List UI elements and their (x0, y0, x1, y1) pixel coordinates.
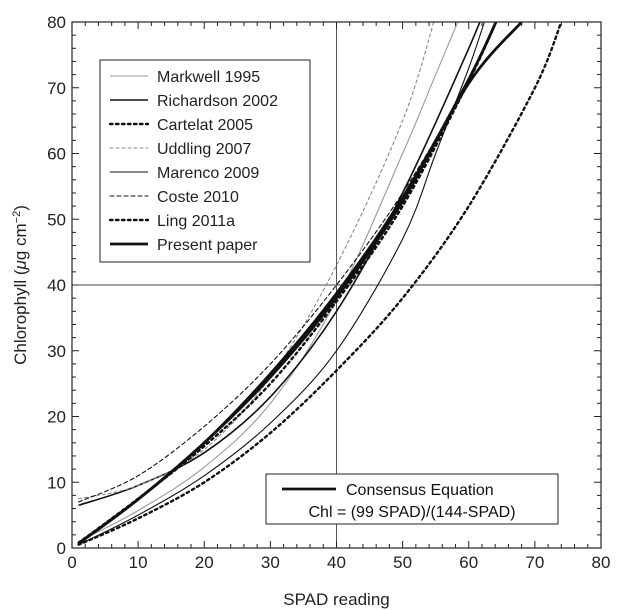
legend-entry: Markwell 1995 (110, 69, 260, 86)
y-axis-title-main: Chlorophyll ( (11, 269, 30, 365)
x-tick-label: 60 (459, 553, 478, 572)
x-tick-label: 40 (327, 553, 346, 572)
y-tick-label: 60 (47, 145, 66, 164)
legend-entry: Cartelat 2005 (108, 117, 253, 134)
series-layer (77, 22, 563, 546)
legend-label: Marenco 2009 (157, 165, 259, 182)
legend-entry: Richardson 2002 (110, 93, 278, 110)
legend-entry: Marenco 2009 (110, 165, 259, 182)
legend-label: Present paper (157, 237, 258, 254)
legend-box (99, 59, 311, 263)
x-tick-label: 50 (393, 553, 412, 572)
y-axis-title-close: ) (11, 205, 30, 211)
y-tick-label: 80 (47, 13, 66, 32)
reference-lines (72, 22, 601, 548)
legend-items: Markwell 1995 Richardson 2002 Cartelat 200… (108, 69, 278, 254)
x-tick-label: 10 (129, 553, 148, 572)
consensus-note-label: Consensus Equation (346, 482, 494, 499)
y-axis-title: Chlorophyll (μg cm−2) (11, 205, 30, 365)
legend-label: Ling 2011a (157, 213, 235, 230)
legend-entry: Uddling 2007 (109, 141, 251, 158)
x-axis-title: SPAD reading (283, 590, 389, 609)
y-tick-label: 0 (57, 539, 66, 558)
x-tick-label: 30 (261, 553, 280, 572)
legend-label: Markwell 1995 (157, 69, 260, 86)
x-tick-label: 20 (195, 553, 214, 572)
series-line-uddling-2007 (78, 22, 435, 500)
consensus-equation: Chl = (99 SPAD)/(144-SPAD) (308, 504, 515, 521)
consensus-note: Consensus Equation Chl = (99 SPAD)/(144-… (265, 473, 559, 525)
x-tick-label: 70 (525, 553, 544, 572)
consensus-note-box (265, 473, 559, 525)
ticks-layer (71, 21, 602, 549)
x-tick-label: 0 (67, 553, 76, 572)
y-tick-label: 20 (47, 408, 66, 427)
y-axis-title-mu: μ (11, 259, 30, 270)
legend-entry: Present paper (110, 237, 258, 254)
tick-labels: 0 10 20 30 40 50 60 70 80 0 10 20 30 40 50 60 70 80 (47, 13, 610, 572)
y-tick-label: 30 (47, 342, 66, 361)
y-axis-title-unit: g cm (11, 223, 30, 260)
legend-label: Uddling 2007 (157, 141, 251, 158)
legend-entry: Ling 2011a (108, 213, 235, 230)
legend: Markwell 1995 Richardson 2002 Cartelat 200… (99, 59, 311, 263)
x-tick-label: 80 (592, 553, 611, 572)
y-tick-label: 40 (47, 276, 66, 295)
series-line-consensus-equation (77, 22, 523, 545)
y-tick-label: 10 (47, 473, 66, 492)
legend-label: Coste 2010 (157, 189, 239, 206)
y-axis-title-sup: −2 (11, 211, 23, 224)
legend-label: Richardson 2002 (157, 93, 278, 110)
legend-entry: Coste 2010 (109, 189, 239, 206)
y-tick-label: 70 (47, 79, 66, 98)
series-line-cartelat-2005 (77, 22, 563, 546)
legend-label: Cartelat 2005 (157, 117, 253, 134)
y-tick-label: 50 (47, 210, 66, 229)
